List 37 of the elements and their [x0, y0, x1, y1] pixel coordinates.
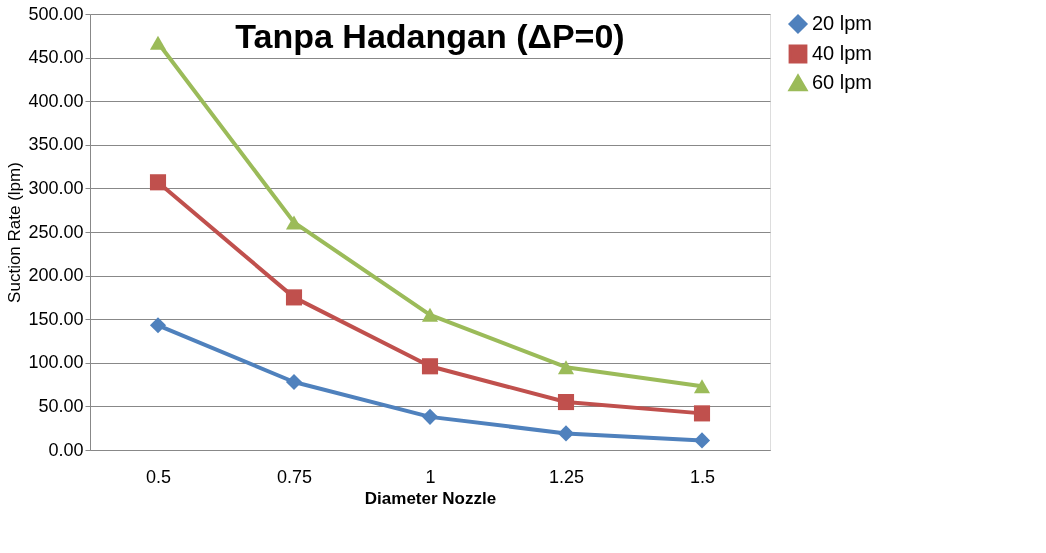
point — [285, 215, 303, 230]
y-tick-label: 250.00 — [28, 221, 84, 242]
point — [557, 360, 575, 375]
y-tick-label: 0.00 — [48, 439, 84, 460]
y-tick-label: 50.00 — [38, 395, 84, 416]
point — [693, 379, 711, 394]
x-tick-label: 0.5 — [145, 466, 172, 487]
point — [693, 405, 711, 422]
point — [421, 307, 439, 322]
y-tick-label: 300.00 — [28, 177, 84, 198]
x-tick-label: 1.5 — [689, 466, 716, 487]
y-tick-label: 150.00 — [28, 308, 84, 329]
point — [149, 317, 167, 334]
y-tick-label: 350.00 — [28, 134, 84, 155]
y-tick-label: 450.00 — [28, 47, 84, 68]
y-tick-label: 400.00 — [28, 90, 84, 111]
x-axis-title: Diameter Nozzle — [364, 488, 497, 508]
y-tick-label: 200.00 — [28, 265, 84, 286]
point — [693, 432, 711, 449]
point — [285, 289, 303, 306]
x-tick-label: 1.25 — [548, 466, 585, 487]
point — [421, 358, 439, 375]
point — [149, 174, 167, 191]
y-tick-label: 100.00 — [28, 352, 84, 373]
legend-label: 60 lpm — [812, 71, 873, 93]
y-tick-label: 500.00 — [28, 3, 84, 24]
y-axis-title: Suction Rate (lpm) — [5, 162, 25, 303]
x-tick-label: 1 — [425, 466, 436, 487]
point — [557, 425, 575, 442]
point — [557, 393, 575, 411]
point — [285, 373, 303, 391]
legend-label: 20 lpm — [812, 12, 873, 34]
chart-title: Tanpa Hadangan (ΔP=0) — [235, 17, 625, 55]
point — [149, 35, 167, 50]
x-tick-label: 0.75 — [276, 466, 313, 487]
legend-label: 40 lpm — [812, 42, 873, 64]
point — [421, 408, 439, 425]
